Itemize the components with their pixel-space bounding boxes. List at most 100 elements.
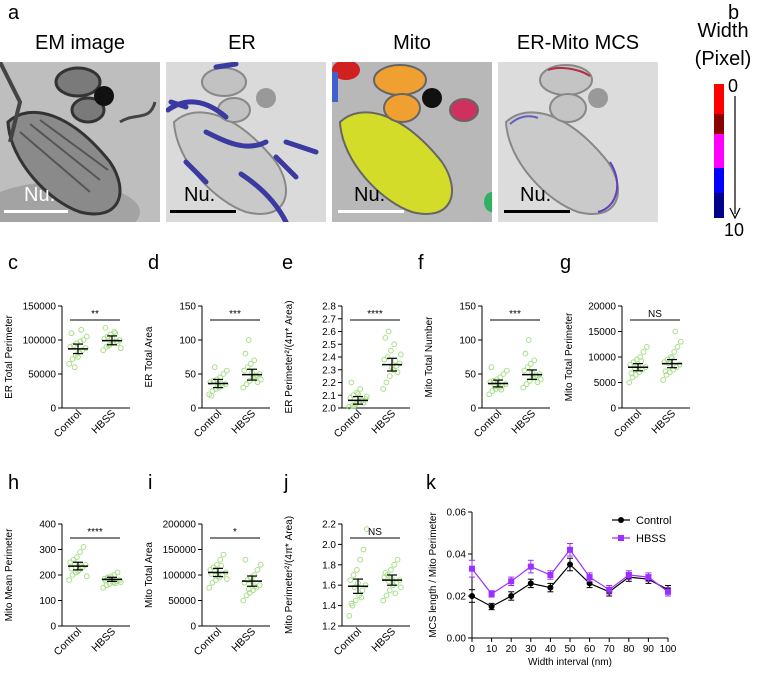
data-point <box>206 584 213 591</box>
category-label: Control <box>332 626 364 658</box>
scale-bar-mito <box>338 210 404 213</box>
data-point <box>111 328 118 335</box>
data-point <box>354 389 360 396</box>
data-point-hbss <box>527 563 534 570</box>
data-point <box>242 350 249 357</box>
data-point <box>382 334 389 341</box>
data-point <box>386 587 393 594</box>
y-tick-label: 1.8 <box>322 560 336 571</box>
y-tick-label: 50000 <box>168 596 196 607</box>
colorbar-segment <box>714 114 724 134</box>
data-point-hbss <box>508 578 515 585</box>
category-label: HBSS <box>509 408 538 437</box>
x-tick-label: 90 <box>643 644 655 655</box>
data-point <box>240 384 247 391</box>
data-point <box>363 393 370 400</box>
category-label: HBSS <box>369 408 398 437</box>
nu-label-mito: Nu. <box>354 184 386 206</box>
chart-h: Mito Mean Perimeter 0 100 200 300 400 **** Cont… <box>4 520 130 658</box>
data-point <box>676 361 683 368</box>
nu-label-er: Nu. <box>184 184 216 206</box>
data-point <box>381 356 388 363</box>
data-point <box>660 377 667 383</box>
panel-letter-a: a <box>8 2 20 24</box>
y-tick-label: 0 <box>470 404 476 415</box>
data-point-hbss <box>645 574 652 581</box>
chart-f: Mito Total Number 0 50 100 150 *** Control HBSS <box>424 302 550 440</box>
panel-letter-k: k <box>426 472 436 494</box>
panel-letter-g: g <box>560 252 572 274</box>
significance-label: ** <box>91 309 99 320</box>
data-point <box>397 584 404 591</box>
data-point <box>78 326 85 333</box>
significance-label: **** <box>87 527 103 538</box>
data-point <box>500 371 507 377</box>
data-point-hbss <box>625 572 632 578</box>
data-point <box>528 360 534 367</box>
data-point <box>384 354 391 360</box>
data-point <box>69 572 76 578</box>
y-tick-label: 1.6 <box>322 581 336 592</box>
data-point <box>677 338 684 345</box>
data-point <box>350 572 357 578</box>
data-point <box>394 369 401 376</box>
data-point <box>388 567 394 573</box>
data-point <box>674 343 681 350</box>
y-tick-label: 150000 <box>23 302 57 313</box>
data-point <box>392 357 399 364</box>
data-point <box>357 556 364 563</box>
data-point <box>396 360 403 367</box>
scale-bar-mcs <box>504 210 570 213</box>
data-point <box>385 328 392 335</box>
y-axis-label: Mito Total Number <box>424 316 435 398</box>
x-tick-label: 0 <box>469 644 475 655</box>
y-tick-label: 150 <box>459 302 476 313</box>
colorbar-label-max: 10 <box>724 220 745 240</box>
data-point <box>349 402 356 409</box>
panel-letter-i: i <box>148 472 153 494</box>
data-point <box>537 376 544 383</box>
data-point <box>208 571 215 577</box>
category-label: Control <box>472 408 504 440</box>
data-point <box>386 373 393 380</box>
data-point <box>218 562 225 569</box>
data-point-hbss <box>606 586 613 593</box>
data-point <box>359 587 366 594</box>
data-point <box>80 337 87 343</box>
data-point <box>75 354 81 360</box>
data-point <box>523 381 530 388</box>
data-point <box>207 379 214 386</box>
y-tick-label: 100 <box>179 336 196 347</box>
y-tick-label: 100000 <box>163 571 197 582</box>
category-label: HBSS <box>89 408 118 437</box>
category-label: HBSS <box>89 626 118 655</box>
x-tick-label: 100 <box>660 644 677 655</box>
panel-letter-f: f <box>418 252 424 274</box>
y-tick-label: 0 <box>190 404 196 415</box>
y-tick-label: 0 <box>50 404 56 415</box>
data-point <box>383 592 390 599</box>
data-point <box>68 330 75 337</box>
data-point <box>347 577 354 583</box>
data-point-control <box>508 593 515 599</box>
y-tick-label: 1.4 <box>322 601 336 612</box>
y-tick-label: 0.02 <box>447 592 467 603</box>
panel-letter-j: j <box>284 472 289 494</box>
category-label: Control <box>612 408 644 440</box>
y-tick-label: 2.0 <box>322 540 336 551</box>
data-point <box>83 333 90 340</box>
data-point <box>348 600 355 607</box>
data-point <box>347 394 354 401</box>
y-tick-label: 150000 <box>163 545 197 556</box>
chart-i: Mito Total Area 0 50000 100000 150000 200000 *… <box>144 520 270 658</box>
y-tick-label: 2.2 <box>322 378 336 389</box>
x-tick-label: 30 <box>525 644 537 655</box>
colorbar-label-min: 0 <box>728 76 739 96</box>
data-point <box>254 567 261 573</box>
data-point <box>112 580 119 587</box>
y-tick-label: 100 <box>39 596 56 607</box>
data-point-control <box>586 580 593 587</box>
y-tick-label: 0.00 <box>447 634 467 645</box>
category-label: Control <box>192 408 224 440</box>
data-point-hbss <box>488 590 495 597</box>
